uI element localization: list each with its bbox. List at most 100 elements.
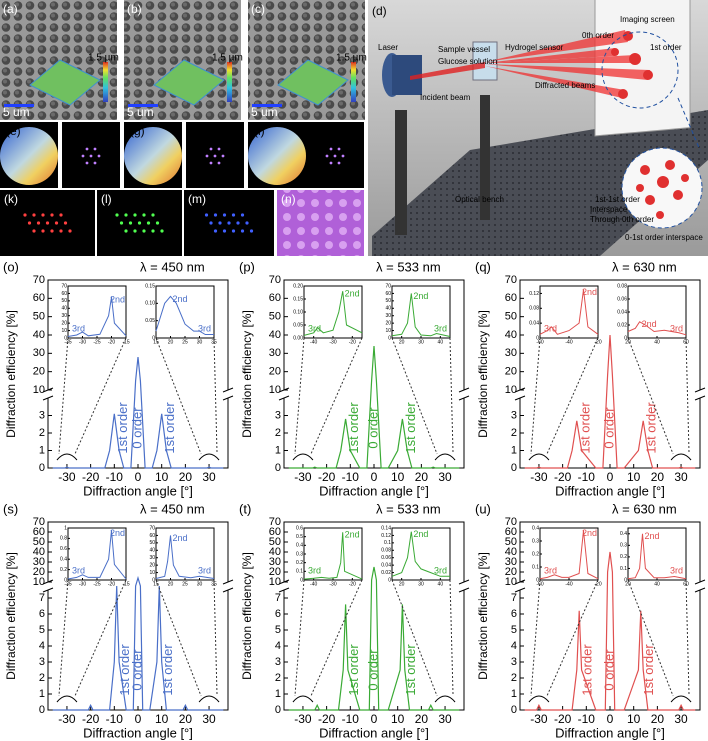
spot: [209, 161, 213, 165]
setup-panel: [368, 0, 708, 256]
inset-label: 3rd: [308, 323, 321, 333]
break-mark: [694, 387, 706, 393]
guide: [310, 579, 363, 697]
colorbar: [351, 62, 356, 102]
guide: [294, 337, 305, 455]
inset-y-tick-label: 10: [385, 328, 391, 334]
data-line: [288, 566, 460, 711]
inset-x-tick-label: 15: [153, 581, 159, 587]
inset-label: 2nd: [173, 533, 188, 543]
y-tick-label: 2: [511, 672, 517, 684]
y-tick-label: 70: [33, 274, 45, 286]
y-tick-label: 40: [505, 329, 517, 341]
break-mark: [514, 587, 526, 593]
y-tick-label: 2: [275, 672, 281, 684]
y-tick-label: 6: [275, 608, 281, 620]
x-tick-label: 20: [651, 470, 665, 484]
inset-y-tick-label: 60: [149, 533, 155, 539]
inset-y-tick-label: 0: [624, 335, 627, 341]
inset-x-tick-label: 40: [654, 339, 660, 345]
x-tick-label: -20: [82, 470, 100, 484]
break-mark: [694, 395, 706, 401]
x-tick-label: 10: [391, 712, 405, 726]
x-tick-label: -30: [294, 470, 312, 484]
y-tick-label: 70: [33, 516, 45, 528]
y-tick-label: 2: [39, 672, 45, 684]
spot: [221, 154, 225, 158]
inset-y-tick-label: 10: [149, 570, 155, 576]
spot: [32, 229, 36, 233]
x-tick-label: -30: [530, 712, 548, 726]
spot: [337, 161, 341, 165]
brace: [434, 695, 456, 703]
x-tick-label: 30: [438, 470, 452, 484]
chart-title: λ = 630 nm: [612, 501, 677, 516]
surface-3d: [29, 59, 101, 106]
setup-label: (d): [372, 4, 387, 18]
y-tick-label: 30: [505, 347, 517, 359]
guide: [530, 579, 541, 697]
inset-y-tick-label: 0.05: [145, 318, 155, 324]
inset-y-tick-label: 0.3: [296, 551, 303, 557]
inset-y-tick-label: 20: [61, 320, 67, 326]
inset-x-tick-label: -25: [93, 581, 100, 587]
y-tick-label: 20: [33, 566, 45, 578]
inset-x-tick-label: 20: [399, 581, 405, 587]
data-line: [52, 356, 224, 469]
inset-y-tick-label: 0.2: [60, 567, 67, 573]
inset-y-tick-label: 0.10: [293, 309, 303, 315]
panel-label: (j): [312, 124, 323, 138]
x-tick-label: 10: [627, 470, 641, 484]
phase-map: [0, 127, 58, 185]
spot: [209, 221, 213, 225]
inset-x-tick-label: -20: [108, 339, 115, 345]
panel-label: (l): [101, 192, 112, 206]
panel-label: (o): [3, 259, 19, 274]
order-label: 1st order: [403, 402, 418, 454]
x-tick-label: -20: [554, 470, 572, 484]
inset-y-tick-label: 0.1: [620, 566, 627, 572]
inset-y-tick-label: 0: [152, 577, 155, 583]
guide: [74, 337, 127, 455]
inset-y-tick-label: 0.4: [296, 543, 303, 549]
spot: [151, 229, 155, 233]
spot: [68, 229, 72, 233]
inset-y-tick-label: 0: [624, 577, 627, 583]
inset-y-tick-label: 70: [385, 283, 391, 289]
inset-y-tick-label: 50: [149, 540, 155, 546]
y-tick-label: 60: [33, 292, 45, 304]
x-tick-label: 0: [607, 470, 614, 484]
inset-y-tick-label: 0.2: [620, 554, 627, 560]
y-tick-label: 60: [269, 526, 281, 538]
y-tick-label: 30: [33, 347, 45, 359]
setup-label: Incident beam: [420, 93, 471, 102]
setup-label: 0-1st order interspace: [625, 233, 703, 242]
order-label: 1st order: [577, 402, 592, 454]
inset-x-tick-label: -15: [122, 339, 129, 345]
y-tick-label: 3: [39, 656, 45, 668]
inset-x-tick-label: -20: [594, 339, 601, 345]
x-tick-label: -20: [318, 712, 336, 726]
spot: [236, 221, 240, 225]
scale-bar: [4, 104, 34, 107]
guide: [58, 337, 69, 455]
x-tick-label: 10: [627, 712, 641, 726]
spot: [27, 221, 32, 225]
brace: [198, 695, 220, 703]
x-tick-label: -10: [106, 470, 124, 484]
brace: [292, 453, 314, 461]
inset-line: [627, 533, 687, 580]
inset-y-tick-label: 0.6: [296, 525, 303, 531]
inset-y-tick-label: 0.08: [617, 283, 627, 289]
micrograph: [0, 0, 117, 120]
y-tick-label: 20: [269, 566, 281, 578]
order-label: 0 order: [365, 407, 380, 449]
inset-y-tick-label: 0.4: [532, 525, 539, 531]
break-mark: [42, 395, 54, 401]
guide: [449, 337, 454, 455]
spot: [222, 213, 227, 217]
x-tick-label: -30: [58, 712, 76, 726]
y-tick-label: 2: [275, 427, 281, 439]
inset-label: 2nd: [645, 531, 660, 541]
